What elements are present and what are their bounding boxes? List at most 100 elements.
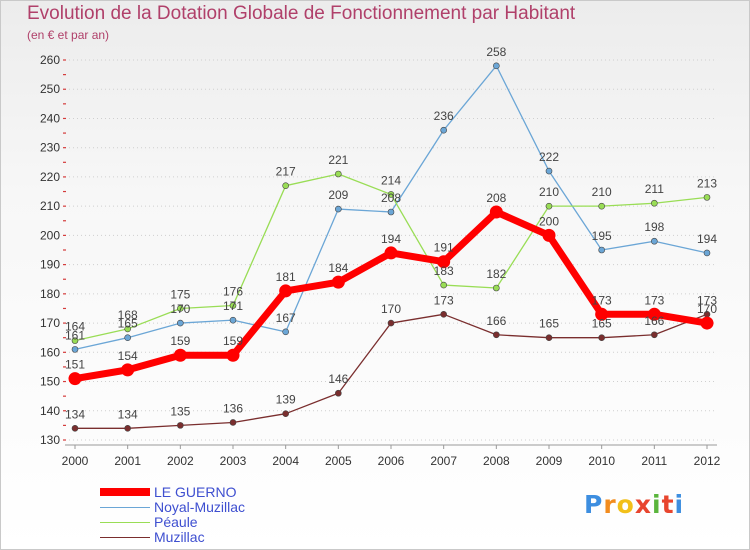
y-tick-label: 200	[40, 228, 60, 242]
data-point	[387, 208, 395, 216]
data-point	[387, 319, 395, 327]
data-point	[595, 307, 609, 321]
data-point	[493, 284, 500, 292]
data-label: 213	[697, 176, 717, 190]
x-tick-label: 2001	[114, 454, 141, 468]
data-point	[177, 319, 184, 327]
data-label: 258	[486, 45, 506, 59]
data-label: 210	[539, 185, 559, 199]
data-point	[598, 202, 605, 210]
data-point	[177, 422, 184, 429]
data-point	[545, 334, 553, 341]
data-label: 136	[223, 401, 243, 415]
data-point	[279, 284, 293, 298]
data-point	[282, 182, 289, 189]
data-point	[440, 281, 447, 289]
y-tick-label: 240	[40, 111, 60, 125]
data-point	[651, 331, 658, 339]
data-label: 173	[592, 293, 612, 307]
data-label: 159	[223, 334, 243, 348]
proxiti-logo: Proxiti	[584, 490, 684, 519]
legend-label: LE GUERNO	[154, 484, 237, 500]
x-tick-label: 2010	[588, 454, 615, 468]
x-tick-label: 2005	[325, 454, 352, 468]
data-label: 208	[381, 191, 401, 205]
legend-swatch	[100, 507, 150, 508]
data-label: 221	[328, 153, 348, 167]
data-label: 167	[276, 311, 296, 325]
y-tick-label: 250	[40, 82, 60, 96]
data-label: 214	[381, 173, 401, 187]
data-point	[493, 62, 500, 70]
legend-swatch	[100, 522, 150, 523]
data-point	[173, 348, 187, 362]
x-tick-label: 2011	[641, 454, 667, 468]
y-tick-label: 190	[40, 258, 60, 272]
data-label: 139	[276, 393, 296, 407]
x-tick-label: 2003	[220, 454, 247, 468]
data-point	[177, 305, 184, 312]
data-point	[71, 346, 79, 353]
data-point	[68, 372, 82, 386]
data-label: 194	[697, 232, 717, 246]
data-label: 170	[170, 302, 190, 316]
data-point	[440, 311, 447, 318]
data-label: 208	[486, 191, 506, 205]
x-tick-label: 2007	[430, 454, 457, 468]
data-label: 195	[592, 229, 612, 243]
data-label: 191	[434, 241, 454, 255]
x-tick-label: 2012	[694, 454, 721, 468]
data-label: 170	[381, 302, 401, 316]
data-label: 173	[697, 293, 717, 307]
data-label: 166	[644, 314, 664, 328]
chart-subtitle: (en € et par an)	[27, 28, 110, 42]
chart-title: Evolution de la Dotation Globale de Fonc…	[27, 3, 576, 24]
logo-letter: r	[603, 490, 617, 519]
data-point	[542, 228, 556, 242]
data-label: 175	[170, 287, 190, 301]
data-point	[598, 334, 605, 341]
legend-label: Péaule	[154, 514, 198, 530]
logo-letter: t	[661, 490, 675, 519]
data-label: 210	[592, 185, 612, 199]
data-label: 222	[539, 150, 559, 164]
data-label: 154	[118, 349, 138, 363]
data-label: 165	[592, 317, 612, 331]
data-label: 198	[644, 220, 664, 234]
data-label: 146	[328, 372, 348, 386]
data-point	[124, 334, 131, 341]
data-point	[335, 389, 342, 397]
y-tick-label: 150	[40, 375, 60, 389]
data-label: 161	[65, 328, 85, 342]
y-tick-label: 170	[40, 316, 60, 330]
data-point	[282, 328, 289, 336]
data-label: 217	[276, 165, 296, 179]
x-tick-label: 2009	[536, 454, 563, 468]
data-point	[489, 205, 503, 219]
data-label: 170	[697, 302, 717, 316]
data-point	[545, 202, 553, 210]
data-point	[703, 249, 711, 257]
y-tick-label: 160	[40, 345, 60, 359]
data-label: 200	[539, 214, 559, 228]
legend-swatch	[100, 488, 150, 496]
data-point	[71, 425, 79, 432]
data-label: 165	[118, 317, 138, 331]
y-tick-label: 130	[40, 433, 60, 447]
data-point	[121, 363, 135, 377]
data-point	[700, 316, 714, 330]
data-label: 173	[434, 293, 454, 307]
data-label: 171	[223, 299, 243, 313]
data-point	[282, 410, 289, 417]
data-point	[703, 194, 711, 201]
y-tick-label: 220	[40, 170, 60, 184]
y-tick-label: 140	[40, 404, 60, 418]
data-point	[124, 325, 131, 333]
data-point	[229, 316, 237, 324]
data-label: 165	[539, 317, 559, 331]
data-label: 194	[381, 232, 401, 246]
data-label: 166	[486, 314, 506, 328]
data-point	[226, 348, 240, 362]
